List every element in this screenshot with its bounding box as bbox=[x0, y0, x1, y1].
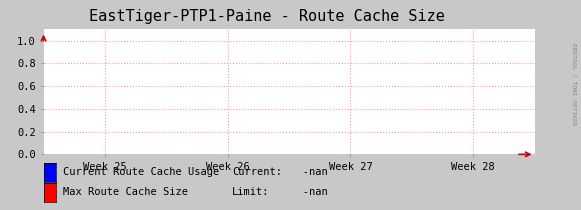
Text: Max Route Cache Size: Max Route Cache Size bbox=[63, 187, 188, 197]
Text: EastTiger-PTP1-Paine - Route Cache Size: EastTiger-PTP1-Paine - Route Cache Size bbox=[89, 9, 445, 24]
Text: -nan: -nan bbox=[284, 167, 328, 177]
Text: Current Route Cache Usage: Current Route Cache Usage bbox=[63, 167, 220, 177]
Text: Limit:: Limit: bbox=[232, 187, 270, 197]
Text: Current:: Current: bbox=[232, 167, 282, 177]
Text: RRDTOOL / TOBI OETIKER: RRDTOOL / TOBI OETIKER bbox=[572, 43, 577, 125]
Text: -nan: -nan bbox=[284, 187, 328, 197]
